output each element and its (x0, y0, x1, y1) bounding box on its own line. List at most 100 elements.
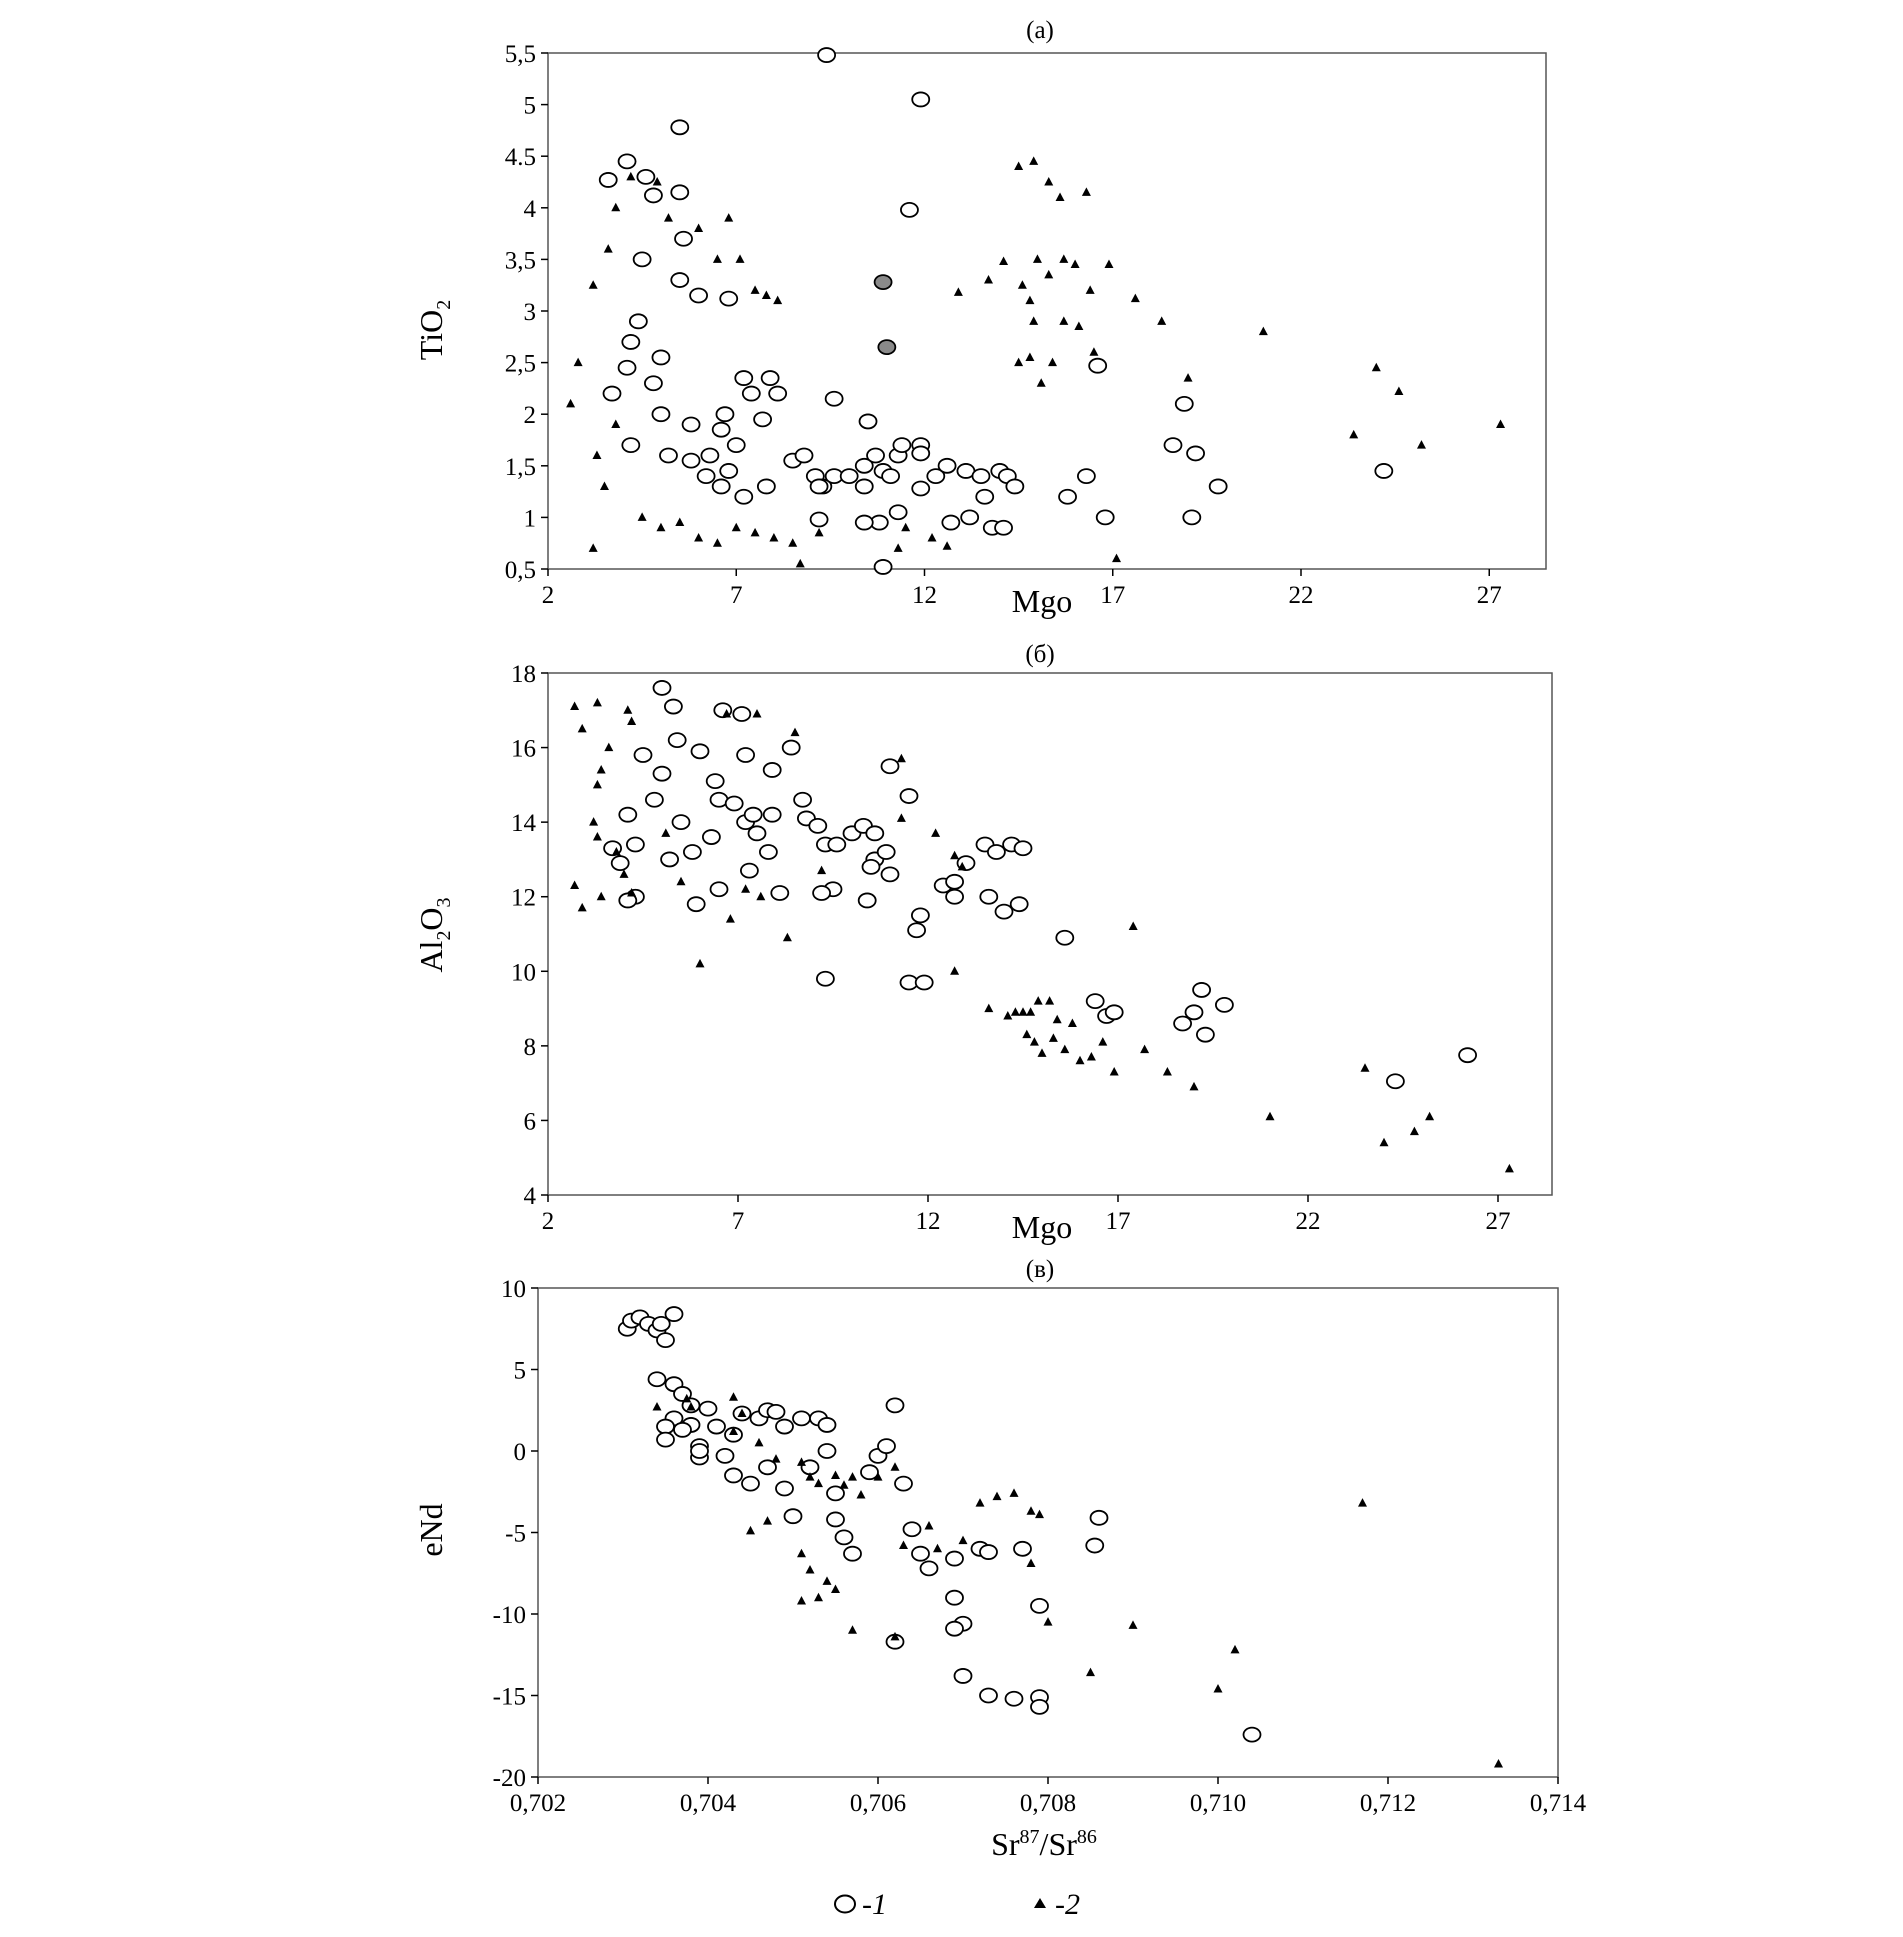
panel-c-xlabel-sr2: /Sr (1040, 1826, 1078, 1862)
circle-point (664, 698, 683, 715)
circle-point (636, 168, 656, 185)
circle-point (766, 1403, 786, 1420)
triangle-point (611, 846, 621, 856)
triangle-point (1081, 187, 1091, 196)
circle-point (888, 504, 908, 521)
triangle-point (577, 902, 587, 912)
xtick-label: 22 (1296, 1208, 1321, 1235)
triangle-point (1014, 357, 1024, 367)
triangle-point (1029, 156, 1039, 165)
triangle-point (1059, 254, 1069, 263)
circle-point (628, 313, 648, 330)
triangle-point (1494, 1758, 1503, 1768)
circle-point (1013, 1540, 1032, 1557)
circle-point (715, 406, 735, 423)
circle-point (945, 873, 964, 890)
circle-point (762, 762, 782, 778)
triangle-point (890, 1462, 900, 1471)
triangle-point (1025, 295, 1035, 305)
circle-point (724, 795, 744, 812)
circle-point (945, 888, 964, 905)
triangle-point (839, 1480, 849, 1489)
triangle-point (1496, 419, 1506, 429)
triangle-point (814, 1592, 823, 1602)
circle-point (686, 896, 706, 913)
circle-point (664, 1306, 684, 1322)
triangle-point (805, 1564, 815, 1574)
panel-a-points (566, 47, 1506, 575)
triangle-point (896, 813, 906, 822)
circle-point (1163, 437, 1183, 454)
panel-a-ylabel: TiO2 (413, 300, 455, 360)
triangle-point (695, 958, 705, 968)
ytick-label: 10 (511, 959, 536, 986)
circle-point (857, 892, 877, 909)
circle-point (866, 447, 885, 464)
circle-point (994, 519, 1013, 536)
triangle-point (729, 1426, 738, 1435)
panel-c-title: (в) (1026, 1256, 1054, 1283)
triangle-point (577, 723, 587, 733)
circle-point (880, 758, 900, 775)
xtick-label: 0,708 (1020, 1790, 1076, 1817)
panel-c: (в) -20 -15 -10 -5 0 5 10 0,702 0,704 0,706 0,708… (413, 1256, 1587, 1862)
legend-label-2: -2 (1055, 1888, 1080, 1921)
triangle-point (899, 1540, 908, 1550)
ytick-label: 4.5 (505, 144, 536, 171)
triangle-point (1213, 1683, 1223, 1693)
triangle-point (746, 1525, 755, 1535)
circle-point (652, 680, 672, 696)
circle-point (705, 773, 725, 790)
circle-point (719, 463, 739, 479)
ytick-label: 18 (511, 661, 536, 688)
triangle-point (950, 850, 960, 860)
circle-point (914, 974, 934, 991)
triangle-point (603, 244, 613, 253)
triangle-point (958, 1535, 968, 1545)
xtick-label: 2 (542, 582, 555, 609)
triangle-point (942, 541, 952, 550)
circle-point (1104, 1004, 1124, 1021)
ytick-label: 3 (524, 299, 537, 326)
triangle-point (627, 887, 637, 897)
triangle-point (1183, 373, 1193, 382)
triangle-point (1140, 1044, 1150, 1054)
triangle-point (652, 177, 662, 186)
circle-point (824, 390, 844, 407)
triangle-point (933, 1543, 942, 1553)
ytick-label: 0,5 (505, 557, 536, 584)
circle-point (1095, 509, 1115, 526)
triangle-point (771, 1454, 781, 1463)
ytick-label: 4 (524, 196, 537, 223)
circle-point (873, 559, 893, 575)
panel-c-xlabel-sup2: 86 (1077, 1826, 1097, 1848)
xtick-label: 0,704 (680, 1790, 737, 1817)
panel-a-frame (547, 52, 1547, 570)
triangle-point (848, 1472, 857, 1481)
circle-point (644, 187, 663, 204)
circle-point (911, 445, 931, 462)
triangle-point (769, 533, 779, 542)
circle-point (621, 334, 641, 350)
xtick-label: 22 (1289, 582, 1314, 609)
circle-point (1173, 1015, 1192, 1032)
circle-point (1458, 1047, 1477, 1064)
circle-point (1184, 1004, 1204, 1021)
triangle-point (1032, 254, 1042, 263)
triangle-point (1089, 347, 1099, 356)
panel-c-xlabel-sup1: 87 (1020, 1826, 1040, 1848)
filled-circle-point (873, 274, 893, 291)
triangle-point (604, 742, 614, 752)
circle-point (953, 1668, 973, 1684)
ytick-label: 16 (511, 736, 536, 763)
circle-point (793, 791, 812, 808)
triangle-point (752, 709, 762, 718)
triangle-point (1130, 293, 1140, 303)
ytick-label: -15 (493, 1684, 526, 1711)
circle-point (652, 765, 672, 782)
triangle-point (901, 522, 911, 532)
triangle-point (573, 357, 583, 367)
triangle-point (1033, 996, 1043, 1005)
circle-point (885, 1397, 905, 1414)
triangle-point (1029, 316, 1039, 325)
